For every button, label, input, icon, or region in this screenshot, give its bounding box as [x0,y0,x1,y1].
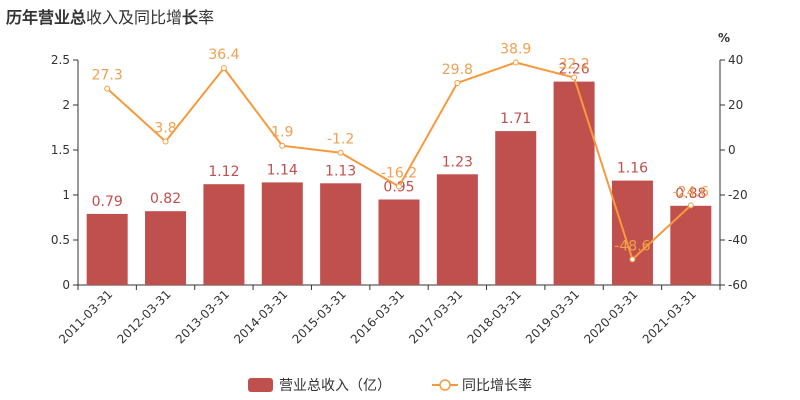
growth-rate-data-label: 29.8 [442,62,473,78]
x-tick-label: 2019-03-31 [523,287,582,346]
y-left-tick-label: 0.5 [51,233,70,247]
y-left-tick-label: 2.5 [51,53,70,67]
legend-bar-swatch [248,378,273,392]
line-group [104,59,694,263]
bar-data-label: 0.82 [150,191,181,207]
growth-rate-data-label: 3.8 [154,120,176,136]
bar [145,211,187,285]
bar-data-label: 2.26 [559,62,590,78]
legend[interactable]: 营业总收入（亿） 同比增长率 [248,377,532,394]
x-tick-label: 2020-03-31 [581,287,640,346]
growth-rate-point [396,183,402,190]
x-tick-label: 2021-03-31 [640,287,699,346]
growth-rate-data-label: 36.4 [208,47,239,63]
y-left-tick-label: 2 [62,98,70,112]
growth-rate-point [104,85,111,92]
y-right-tick-label: -20 [728,188,748,202]
y-right-tick-label: -60 [728,278,748,292]
bar-data-label: 1.14 [267,162,298,178]
growth-rate-point [279,142,286,149]
line-labels-group: 27.3 3.8 36.4 1.9 -1.2 -16.2 29.8 38.9 32.2 -48.6… [92,41,709,254]
growth-rate-point [512,59,519,66]
bar [203,184,245,285]
chart-title-segment: 营业总 [38,8,87,27]
chart-title: 历年营业总收入及同比增长率 [6,4,214,28]
y-right-tick-label: -40 [728,233,748,247]
x-tick-label: 2015-03-31 [290,287,349,346]
bar [495,131,537,285]
x-tick-label: 2013-03-31 [173,287,232,346]
bar-data-label: 0.88 [675,186,706,202]
bar-data-label: 1.13 [325,163,356,179]
chart-title-segment: 历年 [6,8,39,27]
bar [436,174,478,285]
growth-rate-point [571,74,578,81]
growth-rate-data-label: -24.6 [673,184,709,200]
x-tick-label: 2018-03-31 [465,287,524,346]
bar [378,199,420,285]
bar-labels-group: 0.790.821.121.141.130.951.231.712.261.16… [92,62,707,210]
legend-line-label: 同比增长率 [462,377,532,394]
bar [261,182,303,285]
y-right-tick-label: 20 [728,98,743,112]
x-tick-label: 2016-03-31 [348,287,407,346]
legend-line-marker [439,379,451,391]
bar [320,183,362,285]
y-right-unit: % [718,31,730,45]
growth-rate-point [454,79,461,86]
chart-title-segment: 收入及同比增 [86,8,183,27]
growth-rate-point [337,149,344,156]
bar-data-label: 0.79 [92,194,123,210]
growth-rate-point [162,138,169,145]
x-tick-label: 2012-03-31 [114,287,173,346]
growth-rate-data-label: 32.2 [559,57,590,73]
growth-rate-point [687,202,694,209]
bars-group [86,81,712,285]
bar [86,213,128,285]
growth-rate-point [629,256,636,263]
growth-rate-data-label: 1.9 [271,125,293,141]
growth-rate-data-label: 27.3 [92,68,123,84]
growth-rate-data-label: -48.6 [614,238,650,254]
bar [611,180,653,285]
growth-rate-data-label: -16.2 [381,165,417,181]
growth-rate-point [220,65,227,72]
bar [553,81,595,285]
chart-title-segment: 长 [182,8,199,27]
y-left-tick-label: 0 [62,278,70,292]
chart-title-segment: 率 [198,8,215,27]
growth-rate-data-label: -1.2 [327,132,354,148]
bar-data-label: 1.23 [442,154,473,170]
bar-data-label: 1.16 [617,161,648,177]
y-left-tick-label: 1.5 [51,143,70,157]
x-tick-label: 2014-03-31 [231,287,290,346]
y-right-tick-label: 40 [728,53,743,67]
bar-data-label: 1.12 [208,164,239,180]
y-left-tick-label: 1 [62,188,70,202]
bar-data-label: 1.71 [500,111,531,127]
x-tick-label: 2017-03-31 [406,287,465,346]
x-tick-label: 2011-03-31 [56,287,115,346]
legend-bar-label: 营业总收入（亿） [279,378,391,394]
y-right-tick-label: 0 [728,143,736,157]
growth-rate-data-label: 38.9 [500,41,531,57]
